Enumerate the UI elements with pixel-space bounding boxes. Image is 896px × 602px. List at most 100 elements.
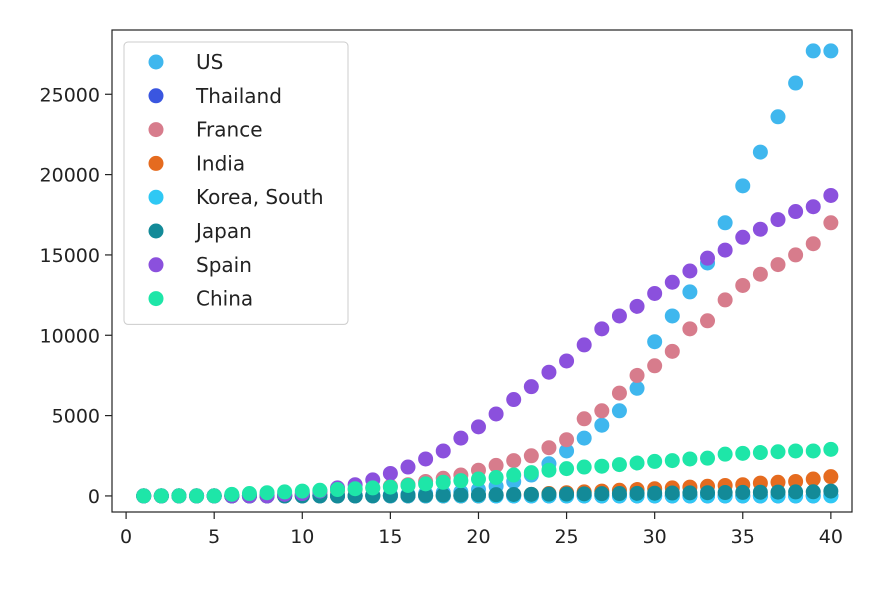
y-tick-label: 20000 [40,165,100,187]
data-point [805,471,821,487]
data-point [682,284,698,300]
data-point [752,484,768,500]
data-point [206,488,222,504]
data-point [506,486,522,502]
legend-marker [148,155,164,171]
legend-item: US [148,50,223,74]
data-point [611,385,627,401]
data-point [506,467,522,483]
plot-frame [111,29,853,513]
data-point [488,487,504,503]
data-point [594,321,610,337]
data-point [717,242,733,258]
data-point [805,43,821,59]
data-point [171,488,187,504]
data-point [365,480,381,496]
data-point [576,459,592,475]
data-point [805,484,821,500]
legend-item: Thailand [148,84,282,108]
data-point [312,482,328,498]
data-point [611,308,627,324]
data-point [488,469,504,485]
data-point [541,486,557,502]
data-point [470,487,486,503]
data-point [788,473,804,489]
legend: US Thailand France India Korea, South Japan Sp… [123,41,349,325]
data-point [382,479,398,495]
data-point [752,266,768,282]
data-point [717,446,733,462]
data-point [523,379,539,395]
data-point [611,403,627,419]
x-tick-label: 15 [378,526,402,548]
data-point [664,485,680,501]
data-point [735,445,751,461]
data-point [594,486,610,502]
legend-label: Japan [194,219,252,243]
series-1 [136,487,839,504]
y-tick-label: 15000 [40,245,100,267]
data-point [453,473,469,489]
data-point [435,487,451,503]
data-point [805,199,821,215]
data-point [823,215,839,231]
data-point [435,443,451,459]
data-point [664,453,680,469]
legend-box [123,41,349,325]
x-axis: 0 5 10 15 20 25 30 35 40 [120,512,843,548]
x-tick-label: 25 [554,526,578,548]
data-point [576,411,592,427]
data-point [559,432,575,448]
data-point [277,484,293,500]
data-point [717,292,733,308]
data-point [470,471,486,487]
x-tick-label: 5 [208,526,220,548]
legend-item: Japan [148,219,252,243]
data-point [294,483,310,499]
data-point [241,486,257,502]
data-point [453,430,469,446]
data-point [506,453,522,469]
data-point [330,482,346,498]
x-tick-label: 0 [120,526,132,548]
data-point [488,457,504,473]
data-point [629,367,645,383]
data-point [629,298,645,314]
data-point [805,443,821,459]
data-point [664,274,680,290]
legend-label: Thailand [195,84,282,108]
series-4 [136,488,839,504]
data-point [770,257,786,273]
data-point [735,229,751,245]
data-point [559,486,575,502]
data-point [717,215,733,231]
data-point [559,443,575,459]
legend-label: China [196,287,253,311]
data-point [647,285,663,301]
legend-marker [148,122,164,138]
data-point [717,485,733,501]
data-point [347,481,363,497]
data-point [770,109,786,125]
data-point [136,488,152,504]
data-point [664,308,680,324]
x-tick-label: 10 [290,526,314,548]
data-point [788,204,804,220]
data-point [700,450,716,466]
data-point [594,458,610,474]
data-point [541,462,557,478]
data-point [823,441,839,457]
data-point [647,485,663,501]
data-point [453,487,469,503]
legend-item: Korea, South [148,185,324,209]
legend-label: Korea, South [196,185,324,209]
data-point [418,476,434,492]
legend-marker [148,189,164,205]
data-point [576,486,592,502]
data-point [682,263,698,279]
data-point [805,236,821,252]
data-point [647,358,663,374]
data-point [770,444,786,460]
data-point [823,43,839,59]
data-point [382,465,398,481]
